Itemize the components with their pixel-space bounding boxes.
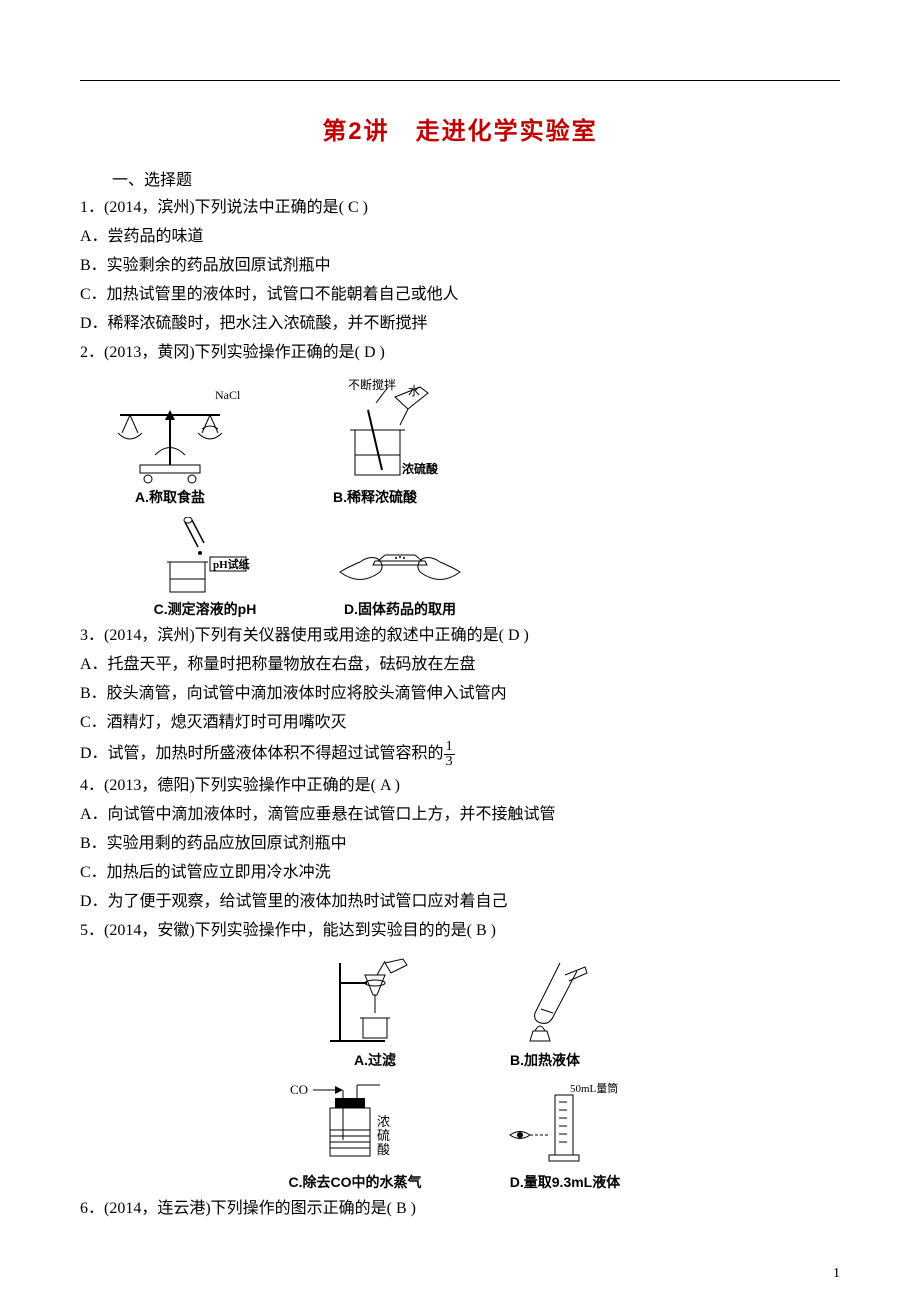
ph-test-icon: pH试纸 — [140, 517, 270, 597]
q4-option-a: A．向试管中滴加液体时，滴管应垂悬在试管口上方，并不接触试管 — [80, 803, 840, 827]
svg-text:浓硫酸: 浓硫酸 — [402, 461, 439, 476]
dilute-acid-icon: 不断搅拌 水 浓硫酸 — [300, 375, 450, 485]
measure-cylinder-icon: 50mL量筒 — [495, 1080, 635, 1170]
q5-fig-c-caption: C.除去CO中的水蒸气 — [289, 1172, 422, 1192]
q5-fig-d: 50mL量筒 D.量取9.3mL液体 — [495, 1080, 635, 1192]
q5-stem: 5．(2014，安徽)下列实验操作中，能达到实验目的的是( B ) — [80, 919, 840, 943]
frac-num: 1 — [444, 740, 455, 755]
q4-stem: 4．(2013，德阳)下列实验操作中正确的是( A ) — [80, 774, 840, 798]
q6-stem: 6．(2014，连云港)下列操作的图示正确的是( B ) — [80, 1197, 840, 1221]
q2-fig-a-caption: A.称取食盐 — [135, 487, 205, 507]
q2-fig-c: pH试纸 C.测定溶液的pH — [140, 517, 270, 619]
q3-d-prefix: D．试管，加热时所盛液体体积不得超过试管容积的 — [80, 745, 444, 762]
section-heading: 一、选择题 — [80, 166, 840, 190]
q5-fig-c: CO 浓 硫 酸 C.除去CO中的水蒸气 — [285, 1080, 425, 1192]
fraction-one-third: 13 — [444, 740, 455, 769]
svg-text:CO: CO — [290, 1082, 308, 1097]
svg-text:浓: 浓 — [377, 1114, 390, 1129]
q3-option-d: D．试管，加热时所盛液体体积不得超过试管容积的13 — [80, 740, 840, 769]
q2-fig-a: NaCl A. — [100, 385, 240, 507]
q4-option-b: B．实验用剩的药品应放回原试剂瓶中 — [80, 832, 840, 856]
q5-fig-a: A.过滤 — [325, 953, 425, 1070]
q2-stem: 2．(2013，黄冈)下列实验操作正确的是( D ) — [80, 341, 840, 365]
q1-option-a: A．尝药品的味道 — [80, 225, 840, 249]
page: 第2讲 走进化学实验室 一、选择题 1．(2014，滨州)下列说法中正确的是( … — [0, 0, 920, 1302]
page-number: 1 — [833, 1266, 840, 1282]
q1-option-d: D．稀释浓硫酸时，把水注入浓硫酸，并不断搅拌 — [80, 312, 840, 336]
q5-fig-b: B.加热液体 — [495, 953, 595, 1070]
q2-fig-row1: NaCl A. — [100, 375, 840, 507]
svg-text:50mL量筒: 50mL量筒 — [570, 1081, 618, 1095]
q5-fig-row1: A.过滤 B.加热液体 — [80, 953, 840, 1070]
q2-fig-d-caption: D.固体药品的取用 — [344, 599, 456, 619]
svg-text:硫: 硫 — [377, 1128, 390, 1143]
q2-fig-row2: pH试纸 C.测定溶液的pH D.固体药品的取用 — [100, 517, 840, 619]
q3-stem: 3．(2014，滨州)下列有关仪器使用或用途的叙述中正确的是( D ) — [80, 624, 840, 648]
q5-fig-row2: CO 浓 硫 酸 C.除去CO中的水蒸气 — [80, 1080, 840, 1192]
q4-option-d: D．为了便于观察，给试管里的液体加热时试管口应对着自己 — [80, 890, 840, 914]
dry-co-icon: CO 浓 硫 酸 — [285, 1080, 425, 1170]
solid-transfer-icon — [330, 517, 470, 597]
q2-fig-d: D.固体药品的取用 — [330, 517, 470, 619]
filter-icon — [325, 953, 425, 1048]
q3-option-b: B．胶头滴管，向试管中滴加液体时应将胶头滴管伸入试管内 — [80, 682, 840, 706]
svg-text:不断搅拌: 不断搅拌 — [348, 377, 396, 392]
q3-option-c: C．酒精灯，熄灭酒精灯时可用嘴吹灭 — [80, 711, 840, 735]
top-rule — [80, 80, 840, 81]
nacl-label: NaCl — [215, 388, 240, 402]
q2-fig-b-caption: B.稀释浓硫酸 — [333, 487, 417, 507]
q3-option-a: A．托盘天平，称量时把称量物放在右盘，砝码放在左盘 — [80, 653, 840, 677]
q5-fig-d-caption: D.量取9.3mL液体 — [510, 1172, 620, 1192]
q1-option-c: C．加热试管里的液体时，试管口不能朝着自己或他人 — [80, 283, 840, 307]
page-title: 第2讲 走进化学实验室 — [80, 111, 840, 146]
svg-text:酸: 酸 — [377, 1142, 390, 1157]
q1-option-b: B．实验剩余的药品放回原试剂瓶中 — [80, 254, 840, 278]
svg-text:pH试纸: pH试纸 — [213, 557, 250, 571]
frac-den: 3 — [444, 755, 455, 769]
heat-liquid-icon — [495, 953, 595, 1048]
q5-fig-b-caption: B.加热液体 — [510, 1050, 580, 1070]
q4-option-c: C．加热后的试管应立即用冷水冲洗 — [80, 861, 840, 885]
q2-fig-c-caption: C.测定溶液的pH — [154, 599, 257, 619]
q1-stem: 1．(2014，滨州)下列说法中正确的是( C ) — [80, 196, 840, 220]
q5-fig-a-caption: A.过滤 — [354, 1050, 396, 1070]
q2-fig-b: 不断搅拌 水 浓硫酸 B.稀释浓硫酸 — [300, 375, 450, 507]
balance-icon: NaCl — [100, 385, 240, 485]
